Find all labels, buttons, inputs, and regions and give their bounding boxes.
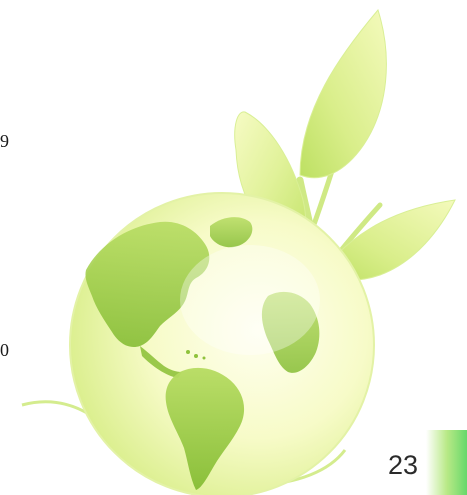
continent-south-america bbox=[165, 367, 245, 490]
left-edge-text-1: 9 bbox=[0, 131, 9, 151]
left-edge-text-2: 0 bbox=[0, 340, 9, 360]
page-number: 23 bbox=[388, 450, 419, 480]
continent-africa bbox=[261, 291, 320, 373]
continent-north-america bbox=[85, 221, 210, 348]
continent-greenland bbox=[210, 217, 253, 248]
page-number-badge bbox=[376, 430, 467, 495]
leaf-top bbox=[299, 8, 387, 179]
